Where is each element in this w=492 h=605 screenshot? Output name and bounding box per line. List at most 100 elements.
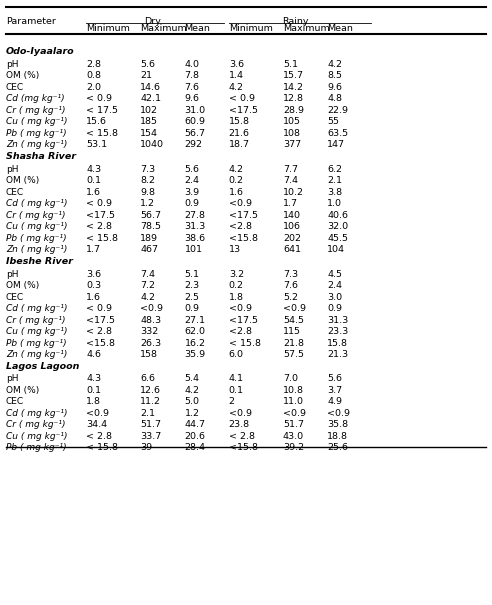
Text: 2.8: 2.8 — [86, 60, 101, 69]
Text: Cu ( mg kg⁻¹): Cu ( mg kg⁻¹) — [6, 327, 67, 336]
Text: 62.0: 62.0 — [184, 327, 206, 336]
Text: 4.2: 4.2 — [184, 386, 199, 395]
Text: 6.0: 6.0 — [229, 350, 244, 359]
Text: < 2.8: < 2.8 — [86, 432, 112, 441]
Text: Rainy: Rainy — [282, 17, 308, 26]
Text: 3.2: 3.2 — [229, 270, 244, 278]
Text: 1.8: 1.8 — [229, 293, 244, 301]
Text: CEC: CEC — [6, 83, 24, 92]
Text: 14.2: 14.2 — [283, 83, 304, 92]
Text: 5.1: 5.1 — [184, 270, 199, 278]
Text: Cd ( mg kg⁻¹): Cd ( mg kg⁻¹) — [6, 199, 67, 208]
Text: 0.9: 0.9 — [327, 304, 342, 313]
Text: 1.6: 1.6 — [86, 293, 101, 301]
Text: Dry: Dry — [144, 17, 161, 26]
Text: 1.4: 1.4 — [229, 71, 244, 80]
Text: 40.6: 40.6 — [327, 211, 348, 220]
Text: 1.7: 1.7 — [86, 245, 101, 254]
Text: 4.3: 4.3 — [86, 374, 101, 384]
Text: 4.2: 4.2 — [229, 83, 244, 92]
Text: 44.7: 44.7 — [184, 420, 206, 430]
Text: 7.8: 7.8 — [184, 71, 199, 80]
Text: 5.6: 5.6 — [327, 374, 342, 384]
Text: 60.9: 60.9 — [184, 117, 206, 126]
Text: 11.2: 11.2 — [140, 397, 161, 407]
Text: Zn ( mg kg⁻¹): Zn ( mg kg⁻¹) — [6, 350, 67, 359]
Text: 5.6: 5.6 — [140, 60, 155, 69]
Text: 5.6: 5.6 — [184, 165, 199, 174]
Text: 7.7: 7.7 — [283, 165, 298, 174]
Text: Zn ( mg kg⁻¹): Zn ( mg kg⁻¹) — [6, 245, 67, 254]
Text: <15.8: <15.8 — [86, 339, 115, 348]
Text: Cu ( mg kg⁻¹): Cu ( mg kg⁻¹) — [6, 117, 67, 126]
Text: 28.9: 28.9 — [283, 106, 304, 115]
Text: 12.8: 12.8 — [283, 94, 304, 103]
Text: 42.1: 42.1 — [140, 94, 161, 103]
Text: Cr ( mg kg⁻¹): Cr ( mg kg⁻¹) — [6, 211, 65, 220]
Text: Lagos Lagoon: Lagos Lagoon — [6, 362, 79, 371]
Text: 4.2: 4.2 — [229, 165, 244, 174]
Text: 39: 39 — [140, 443, 153, 453]
Text: 1.2: 1.2 — [184, 409, 199, 418]
Text: 35.9: 35.9 — [184, 350, 206, 359]
Text: 27.8: 27.8 — [184, 211, 206, 220]
Text: 13: 13 — [229, 245, 241, 254]
Text: 2.5: 2.5 — [184, 293, 199, 301]
Text: 15.7: 15.7 — [283, 71, 304, 80]
Text: < 2.8: < 2.8 — [86, 222, 112, 231]
Text: 6.6: 6.6 — [140, 374, 155, 384]
Text: 4.5: 4.5 — [327, 270, 342, 278]
Text: 18.8: 18.8 — [327, 432, 348, 441]
Text: 4.2: 4.2 — [327, 60, 342, 69]
Text: pH: pH — [6, 60, 18, 69]
Text: 9.6: 9.6 — [327, 83, 342, 92]
Text: 10.2: 10.2 — [283, 188, 304, 197]
Text: < 15.8: < 15.8 — [86, 129, 118, 138]
Text: OM (%): OM (%) — [6, 386, 39, 395]
Text: 9.8: 9.8 — [140, 188, 155, 197]
Text: 33.7: 33.7 — [140, 432, 161, 441]
Text: 0.8: 0.8 — [86, 71, 101, 80]
Text: 189: 189 — [140, 234, 158, 243]
Text: 7.4: 7.4 — [140, 270, 155, 278]
Text: 0.1: 0.1 — [86, 176, 101, 185]
Text: 0.2: 0.2 — [229, 281, 244, 290]
Text: Cd (mg kg⁻¹): Cd (mg kg⁻¹) — [6, 94, 64, 103]
Text: 202: 202 — [283, 234, 301, 243]
Text: 43.0: 43.0 — [283, 432, 304, 441]
Text: 102: 102 — [140, 106, 158, 115]
Text: 22.9: 22.9 — [327, 106, 348, 115]
Text: 105: 105 — [283, 117, 301, 126]
Text: 7.4: 7.4 — [283, 176, 298, 185]
Text: < 17.5: < 17.5 — [86, 106, 118, 115]
Text: 467: 467 — [140, 245, 158, 254]
Text: 28.4: 28.4 — [184, 443, 206, 453]
Text: 332: 332 — [140, 327, 158, 336]
Text: < 2.8: < 2.8 — [229, 432, 255, 441]
Text: 78.5: 78.5 — [140, 222, 161, 231]
Text: 21.3: 21.3 — [327, 350, 348, 359]
Text: OM (%): OM (%) — [6, 176, 39, 185]
Text: 31.3: 31.3 — [184, 222, 206, 231]
Text: 4.8: 4.8 — [327, 94, 342, 103]
Text: <17.5: <17.5 — [86, 211, 115, 220]
Text: 51.7: 51.7 — [140, 420, 161, 430]
Text: Pb ( mg kg⁻¹): Pb ( mg kg⁻¹) — [6, 339, 66, 348]
Text: 7.2: 7.2 — [140, 281, 155, 290]
Text: 3.6: 3.6 — [86, 270, 101, 278]
Text: Mean: Mean — [184, 24, 211, 33]
Text: OM (%): OM (%) — [6, 71, 39, 80]
Text: 56.7: 56.7 — [184, 129, 206, 138]
Text: Shasha River: Shasha River — [6, 152, 76, 161]
Text: 1.0: 1.0 — [327, 199, 342, 208]
Text: <15.8: <15.8 — [229, 234, 258, 243]
Text: 154: 154 — [140, 129, 158, 138]
Text: 2.3: 2.3 — [184, 281, 200, 290]
Text: Parameter: Parameter — [6, 17, 56, 26]
Text: Cu ( mg kg⁻¹): Cu ( mg kg⁻¹) — [6, 222, 67, 231]
Text: 53.1: 53.1 — [86, 140, 107, 149]
Text: 32.0: 32.0 — [327, 222, 348, 231]
Text: 57.5: 57.5 — [283, 350, 304, 359]
Text: 104: 104 — [327, 245, 345, 254]
Text: Cr ( mg kg⁻¹): Cr ( mg kg⁻¹) — [6, 420, 65, 430]
